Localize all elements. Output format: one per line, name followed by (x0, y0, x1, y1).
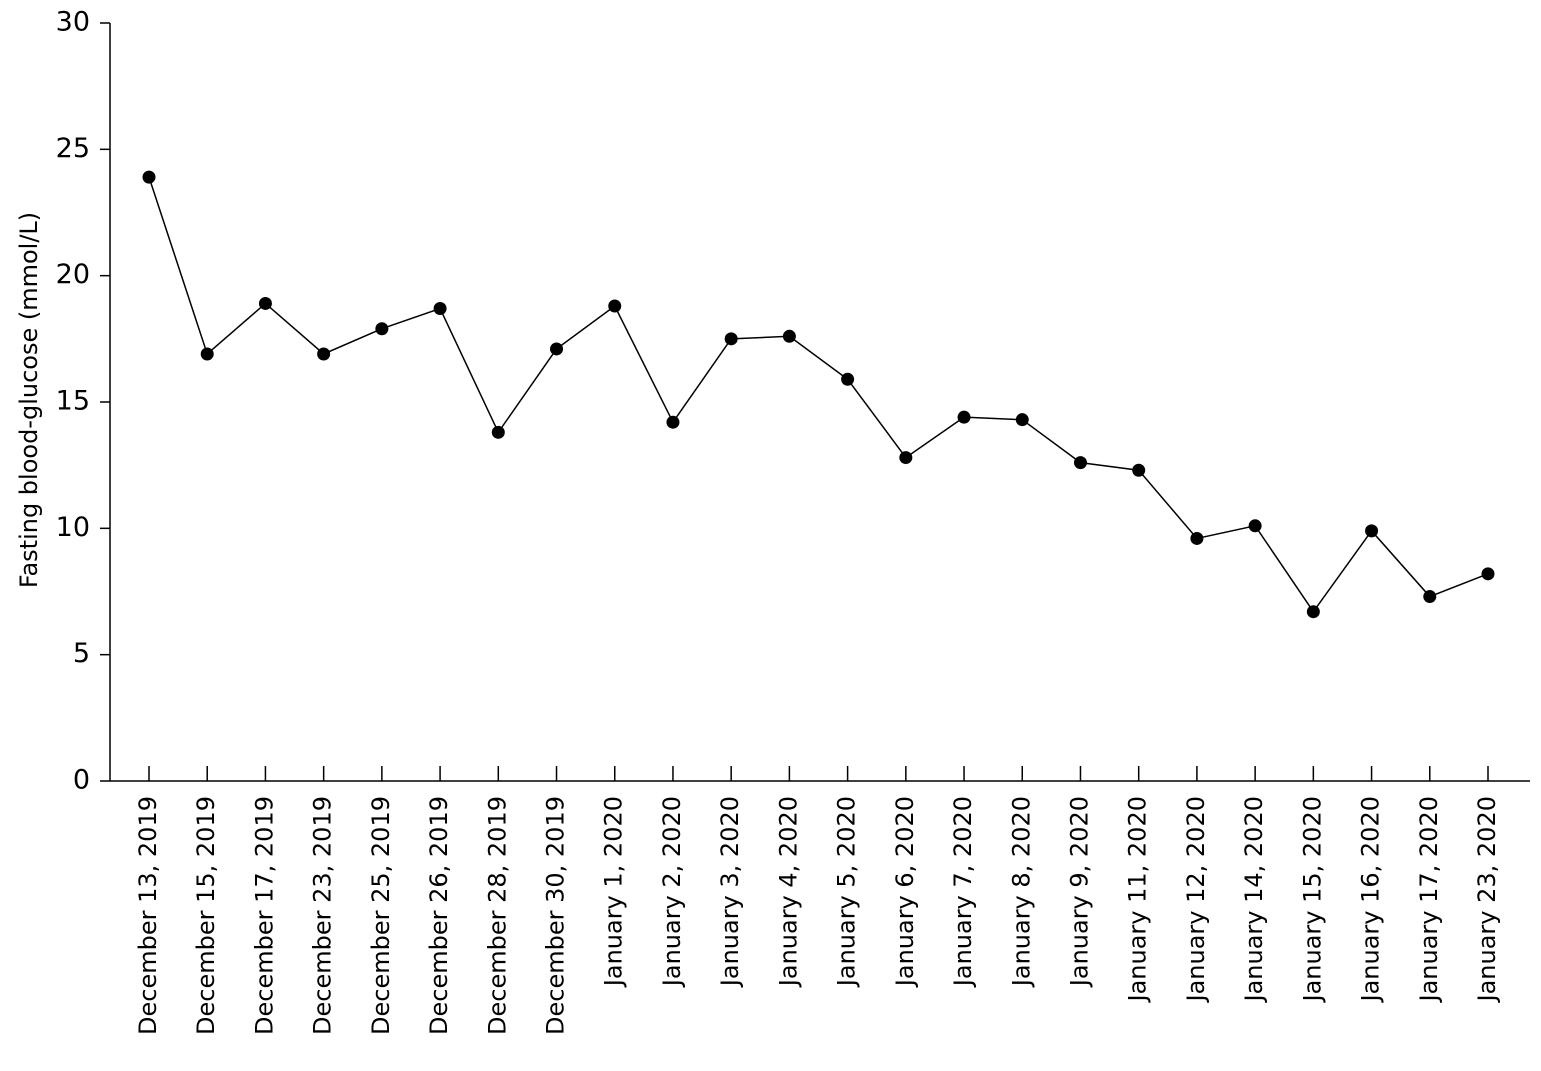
x-tick-label: January 23, 2020 (1473, 796, 1501, 1004)
marker (899, 451, 913, 465)
marker (1073, 456, 1087, 470)
x-tick-label: January 7, 2020 (949, 796, 977, 988)
y-tick-label: 5 (73, 638, 90, 669)
x-tick-label: January 14, 2020 (1240, 796, 1268, 1004)
x-tick-label: December 25, 2019 (367, 796, 395, 1035)
marker (1306, 605, 1320, 619)
marker (1015, 413, 1029, 427)
marker (258, 296, 272, 310)
x-tick-label: December 23, 2019 (309, 796, 337, 1035)
marker (317, 347, 331, 361)
marker (957, 410, 971, 424)
x-tick-label: January 11, 2020 (1124, 796, 1152, 1004)
y-tick-label: 20 (56, 259, 90, 290)
x-tick-label: January 3, 2020 (716, 796, 744, 988)
y-tick-label: 0 (73, 765, 90, 796)
marker (491, 425, 505, 439)
x-tick-label: December 26, 2019 (425, 796, 453, 1035)
x-tick-label: December 13, 2019 (134, 796, 162, 1035)
marker (1248, 519, 1262, 533)
x-tick-label: January 4, 2020 (774, 796, 802, 988)
marker (1132, 463, 1146, 477)
x-tick-label: December 17, 2019 (250, 796, 278, 1035)
line (148, 176, 1489, 614)
marker (1365, 524, 1379, 538)
x-tick-label: January 9, 2020 (1065, 796, 1093, 988)
marker (724, 332, 738, 346)
x-tick-label: January 6, 2020 (891, 796, 919, 988)
marker (1190, 531, 1204, 545)
x-tick-label: January 5, 2020 (833, 796, 861, 988)
marker (550, 342, 564, 356)
y-tick-label: 30 (56, 7, 90, 38)
marker (608, 299, 622, 313)
y-axis-label: Fasting blood-glucose (mmol/L) (15, 212, 43, 588)
x-tick-label: January 1, 2020 (600, 796, 628, 988)
y-tick-label: 10 (56, 512, 90, 543)
x-tick-label: January 2, 2020 (658, 796, 686, 988)
marker (200, 347, 214, 361)
marker (433, 302, 447, 316)
x-tick-label: January 15, 2020 (1298, 796, 1326, 1004)
y-tick-label: 15 (56, 386, 90, 417)
x-tick-label: January 17, 2020 (1415, 796, 1443, 1004)
marker (375, 322, 389, 336)
y-tick-label: 25 (56, 133, 90, 164)
x-tick-label: January 16, 2020 (1357, 796, 1385, 1004)
x-tick-label: January 8, 2020 (1007, 796, 1035, 988)
marker (782, 329, 796, 343)
marker (1423, 590, 1437, 604)
marker (1481, 567, 1495, 581)
x-tick-label: December 30, 2019 (542, 796, 570, 1035)
x-tick-label: January 12, 2020 (1182, 796, 1210, 1004)
x-tick-label: December 15, 2019 (192, 796, 220, 1035)
x-tick-label: December 28, 2019 (483, 796, 511, 1035)
marker (142, 170, 156, 184)
marker (666, 415, 680, 429)
marker (841, 372, 855, 386)
